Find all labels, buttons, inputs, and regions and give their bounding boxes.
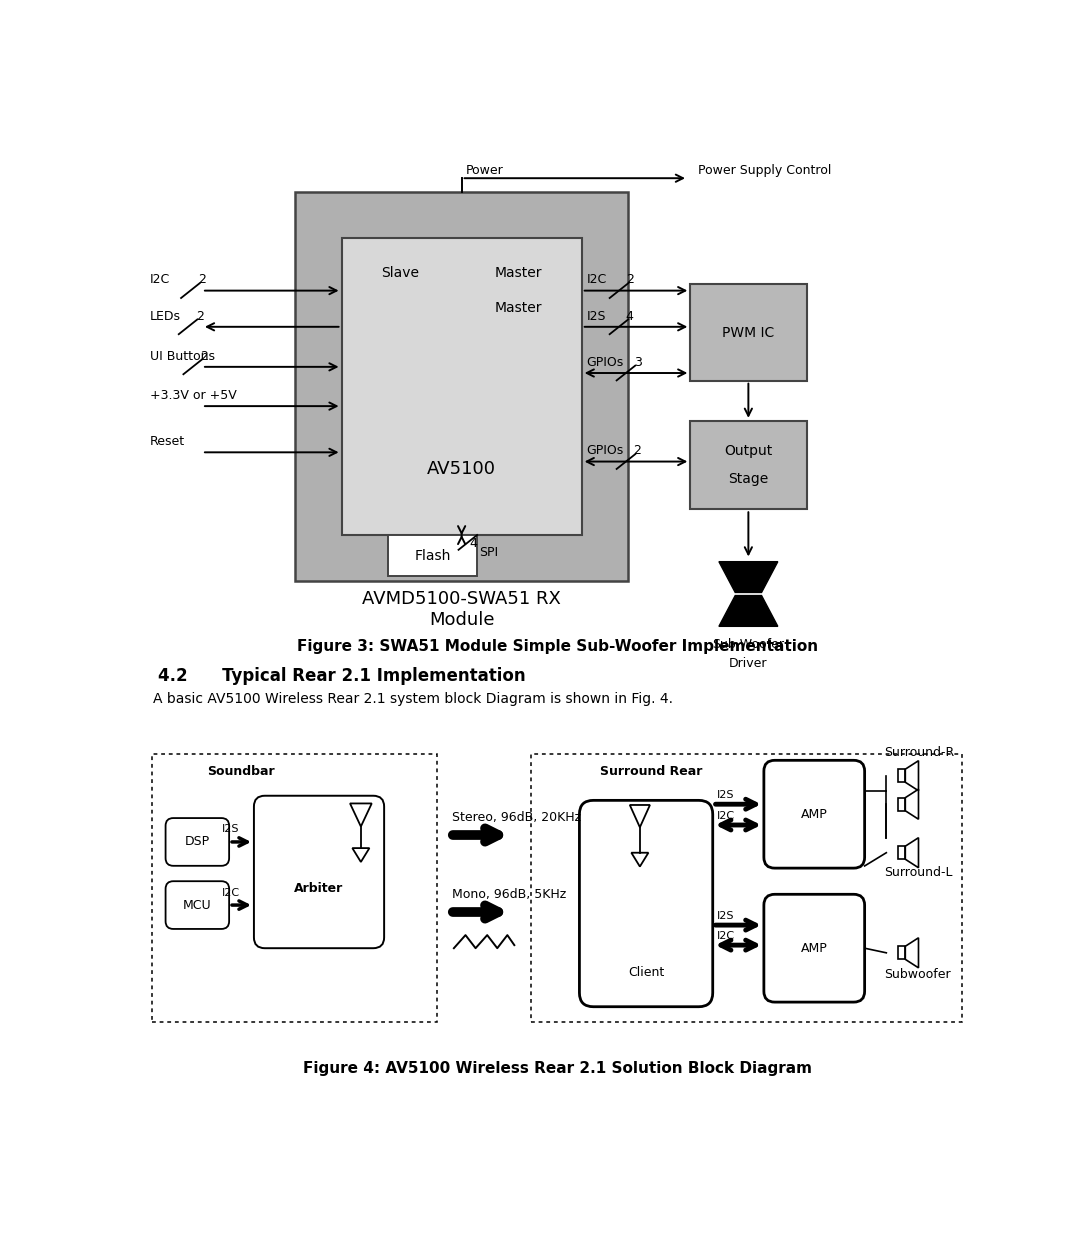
Text: SPI: SPI [479, 545, 498, 559]
Text: PWM IC: PWM IC [722, 326, 774, 340]
Text: Power: Power [465, 164, 503, 177]
Text: Surround Rear: Surround Rear [600, 765, 702, 777]
Text: Surround-R: Surround-R [884, 746, 954, 759]
Text: 2: 2 [634, 444, 641, 458]
Text: Subwoofer: Subwoofer [884, 968, 951, 981]
Text: 2: 2 [196, 310, 204, 322]
Text: AVMD5100-SWA51 RX: AVMD5100-SWA51 RX [363, 589, 561, 608]
Polygon shape [719, 596, 778, 626]
Text: Sub-Woofer: Sub-Woofer [712, 637, 784, 651]
FancyBboxPatch shape [763, 760, 865, 868]
Text: I2C: I2C [222, 888, 240, 898]
Text: GPIOs: GPIOs [586, 444, 624, 458]
Bar [898, 947, 905, 959]
Bar [898, 846, 905, 859]
Bar [690, 285, 807, 381]
Text: Client: Client [628, 966, 664, 978]
Text: Power Supply Control: Power Supply Control [698, 164, 831, 177]
Text: Module: Module [429, 611, 494, 630]
Text: LEDs: LEDs [150, 310, 181, 322]
Text: 2: 2 [198, 273, 206, 286]
Polygon shape [719, 562, 778, 592]
Bar [531, 754, 962, 1022]
Text: Stage: Stage [729, 472, 769, 485]
Text: MCU: MCU [183, 899, 211, 912]
Text: GPIOs: GPIOs [586, 356, 624, 369]
Text: Arbiter: Arbiter [294, 883, 344, 895]
Text: I2S: I2S [718, 910, 735, 920]
Text: UI Buttons: UI Buttons [150, 350, 215, 362]
Text: 4.2      Typical Rear 2.1 Implementation: 4.2 Typical Rear 2.1 Implementation [158, 667, 526, 685]
Text: +3.3V or +5V: +3.3V or +5V [150, 389, 236, 401]
FancyBboxPatch shape [254, 796, 384, 948]
Text: Soundbar: Soundbar [207, 765, 274, 777]
Text: Driver: Driver [730, 657, 768, 670]
Text: I2S: I2S [222, 824, 240, 834]
Bar [898, 769, 905, 782]
Text: Surround-L: Surround-L [884, 867, 953, 879]
Text: I2S: I2S [586, 310, 605, 322]
Text: I2C: I2C [718, 811, 735, 821]
Text: I2C: I2C [150, 273, 170, 286]
FancyBboxPatch shape [166, 818, 229, 865]
Text: Figure 3: SWA51 Module Simple Sub-Woofer Implementation: Figure 3: SWA51 Module Simple Sub-Woofer… [297, 638, 818, 653]
FancyBboxPatch shape [763, 894, 865, 1002]
Text: Master: Master [494, 266, 542, 280]
Polygon shape [905, 838, 918, 868]
Text: 3: 3 [634, 356, 641, 369]
Text: Figure 4: AV5100 Wireless Rear 2.1 Solution Block Diagram: Figure 4: AV5100 Wireless Rear 2.1 Solut… [303, 1061, 812, 1076]
Polygon shape [905, 789, 918, 819]
Bar [388, 535, 477, 576]
Bar [342, 238, 582, 534]
Polygon shape [905, 938, 918, 968]
Text: 4: 4 [626, 310, 634, 322]
Text: I2C: I2C [718, 930, 735, 940]
Text: 2: 2 [626, 273, 634, 286]
Bar [898, 798, 905, 811]
Text: I2S: I2S [718, 790, 735, 800]
Text: AMP: AMP [800, 942, 828, 954]
Text: AMP: AMP [800, 808, 828, 820]
Text: Mono, 96dB, 5KHz: Mono, 96dB, 5KHz [452, 888, 566, 900]
Text: Output: Output [724, 444, 772, 458]
Text: 2: 2 [200, 350, 208, 362]
Text: DSP: DSP [185, 835, 210, 849]
Text: Stereo, 96dB, 20KHz: Stereo, 96dB, 20KHz [452, 811, 580, 824]
FancyBboxPatch shape [579, 800, 712, 1007]
FancyBboxPatch shape [166, 882, 229, 929]
Text: Master: Master [494, 301, 542, 315]
Text: Reset: Reset [150, 435, 185, 448]
Text: A basic AV5100 Wireless Rear 2.1 system block Diagram is shown in Fig. 4.: A basic AV5100 Wireless Rear 2.1 system … [154, 692, 673, 706]
Polygon shape [905, 761, 918, 791]
Bar [295, 192, 628, 581]
Text: I2C: I2C [586, 273, 607, 286]
Text: 4: 4 [469, 538, 477, 551]
Text: AV5100: AV5100 [427, 460, 497, 478]
Bar [690, 421, 807, 509]
Text: Slave: Slave [381, 266, 418, 280]
Text: Flash: Flash [415, 548, 451, 563]
Bar [151, 754, 437, 1022]
